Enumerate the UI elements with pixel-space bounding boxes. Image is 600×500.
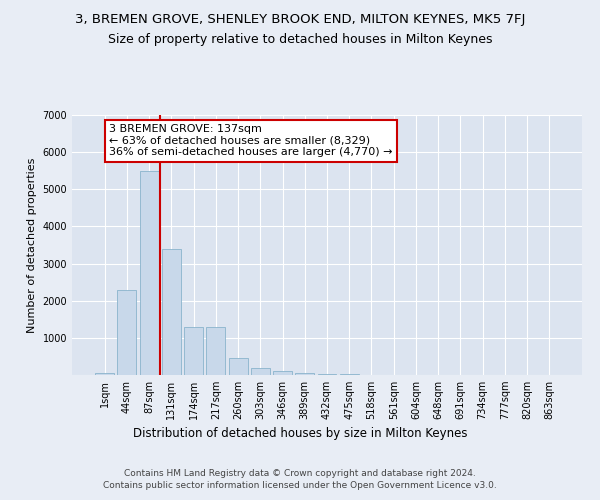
Bar [206,326,225,375]
Text: Size of property relative to detached houses in Milton Keynes: Size of property relative to detached ho… [108,32,492,46]
Bar [184,326,203,375]
Text: 3, BREMEN GROVE, SHENLEY BROOK END, MILTON KEYNES, MK5 7FJ: 3, BREMEN GROVE, SHENLEY BROOK END, MILT… [75,12,525,26]
Bar [273,372,292,375]
Bar [140,170,158,375]
Bar [229,358,248,375]
Bar [118,290,136,375]
Bar [251,368,270,375]
Bar [317,374,337,375]
Bar [95,373,114,375]
Text: Distribution of detached houses by size in Milton Keynes: Distribution of detached houses by size … [133,428,467,440]
Bar [340,374,359,375]
Text: Contains HM Land Registry data © Crown copyright and database right 2024.
Contai: Contains HM Land Registry data © Crown c… [103,468,497,490]
Text: 3 BREMEN GROVE: 137sqm
← 63% of detached houses are smaller (8,329)
36% of semi-: 3 BREMEN GROVE: 137sqm ← 63% of detached… [109,124,392,158]
Y-axis label: Number of detached properties: Number of detached properties [27,158,37,332]
Bar [162,248,181,375]
Bar [295,373,314,375]
